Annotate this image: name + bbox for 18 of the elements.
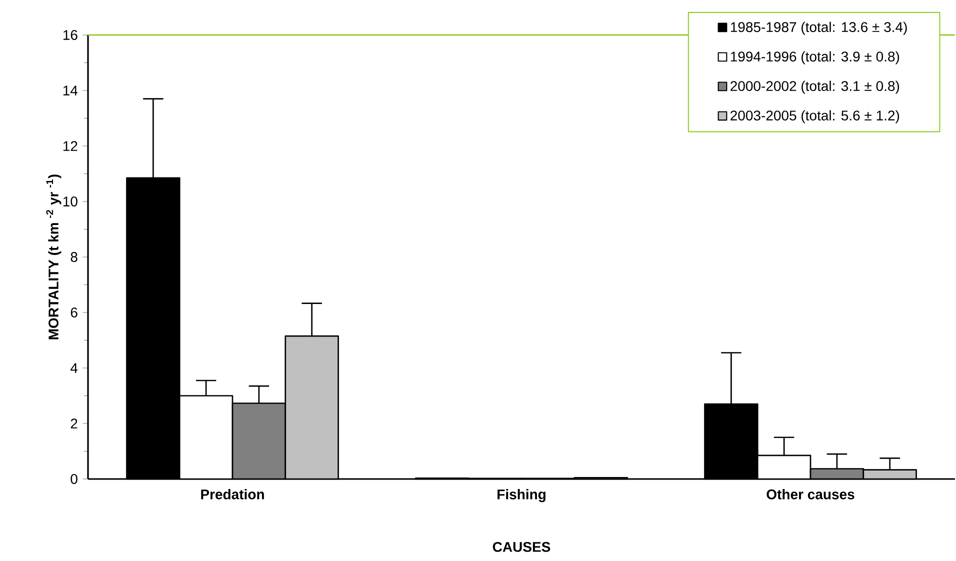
y-tick-label: 4 bbox=[70, 363, 78, 373]
legend-label: 1994-1996 (total: 3.9 ± 0.8) bbox=[730, 51, 900, 64]
y-tick-label: 14 bbox=[63, 86, 78, 96]
x-tick-label: Other causes bbox=[766, 489, 854, 500]
y-tick-label: 8 bbox=[70, 252, 78, 262]
x-tick-label: Fishing bbox=[498, 489, 546, 502]
y-tick-label: 16 bbox=[63, 30, 78, 40]
y-tick-label: 2 bbox=[70, 418, 78, 428]
legend-label: 2003-2005 (total: 5.6 ± 1.2) bbox=[730, 110, 900, 124]
legend-label: 2000-2002 (total: 3.1 ± 0.8) bbox=[730, 80, 900, 94]
y-axis-title: MORTALITY (t km $^{-2}$ yr $^{-1}$) bbox=[46, 174, 62, 340]
legend-label: 1985-1987 (total: 13.6 ± 3.4) bbox=[730, 22, 907, 35]
x-axis-title: CAUSES bbox=[492, 542, 550, 552]
y-tick-label: 6 bbox=[70, 308, 78, 318]
y-tick-label: 0 bbox=[70, 474, 78, 484]
y-tick-label: 12 bbox=[63, 141, 78, 151]
x-tick-label: Predation bbox=[201, 489, 264, 500]
y-tick-label: 10 bbox=[63, 196, 78, 206]
